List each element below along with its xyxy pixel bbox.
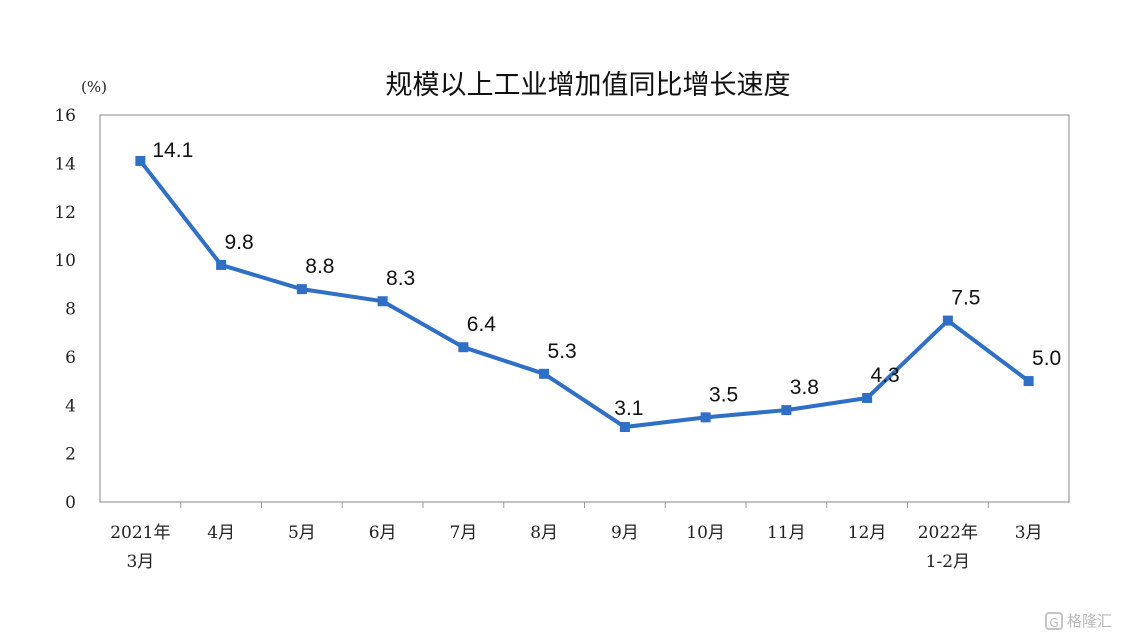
- data-point: [862, 392, 873, 403]
- x-tick-label: 5月: [288, 523, 316, 543]
- x-tick-label: 3月: [1015, 523, 1043, 543]
- data-label: 5.0: [1032, 347, 1061, 370]
- x-tick-label: 8月: [530, 523, 558, 543]
- watermark: G 格隆汇: [1044, 610, 1112, 631]
- data-label: 5.3: [548, 340, 577, 363]
- data-point: [539, 368, 550, 379]
- y-axis-ticks: 0 2 4 6 8 10 12 14 16: [54, 106, 76, 513]
- x-tick-label: 6月: [369, 523, 397, 543]
- x-tick-label: 2022年: [918, 523, 978, 543]
- y-tick-label: 8: [65, 300, 76, 320]
- x-tick-label: 7月: [449, 523, 477, 543]
- data-label: 3.1: [614, 397, 643, 420]
- data-label: 3.8: [790, 376, 819, 399]
- data-point: [135, 155, 146, 166]
- x-axis-ticks: 2021年 3月 4月 5月 6月 7月 8月 9月 10月 11月 12月 2022年 1-2月 3月: [110, 502, 1043, 572]
- data-label: 8.8: [305, 255, 334, 278]
- plot-area-frame: [99, 114, 1070, 503]
- x-tick-label: 2021年: [110, 523, 170, 543]
- data-point: [942, 315, 953, 326]
- data-label: 7.5: [951, 287, 980, 310]
- gelonghui-logo-icon: G: [1044, 611, 1063, 630]
- y-tick-label: 4: [65, 396, 76, 416]
- data-point: [1023, 376, 1034, 387]
- x-tick-label: 1-2月: [926, 552, 970, 572]
- data-label: 4.3: [871, 364, 900, 387]
- x-tick-label: 9月: [611, 523, 639, 543]
- data-label: 14.1: [152, 139, 193, 162]
- y-tick-label: 6: [65, 348, 76, 368]
- series-line: [138, 158, 1031, 430]
- watermark-text: 格隆汇: [1066, 612, 1112, 630]
- data-point: [216, 259, 227, 270]
- data-label: 9.8: [225, 231, 254, 254]
- series-group: [135, 155, 1034, 433]
- y-tick-label: 16: [54, 106, 76, 126]
- chart-title: 规模以上工业增加值同比增长速度: [386, 70, 791, 101]
- y-tick-label: 10: [54, 251, 76, 271]
- data-label: 8.3: [386, 267, 415, 290]
- y-tick-label: 2: [65, 445, 76, 465]
- y-tick-label: 0: [65, 493, 76, 513]
- y-axis-unit: (%): [81, 78, 107, 96]
- data-point: [619, 422, 630, 433]
- data-point: [458, 342, 469, 353]
- data-point: [296, 284, 307, 295]
- x-tick-label: 10月: [686, 523, 725, 543]
- x-tick-label: 3月: [126, 552, 154, 572]
- data-point: [377, 296, 388, 307]
- data-label: 6.4: [467, 313, 497, 336]
- data-point: [781, 405, 792, 416]
- data-point: [700, 412, 711, 423]
- x-tick-label: 12月: [848, 523, 887, 543]
- data-labels: 14.1 9.8 8.8 8.3 6.4 5.3 3.1 3.5 3.8 4.3 7.5 5.0: [152, 139, 1061, 420]
- x-tick-label: 11月: [767, 523, 806, 543]
- data-label: 3.5: [709, 383, 738, 406]
- x-tick-label: 4月: [207, 523, 235, 543]
- y-tick-label: 12: [54, 203, 76, 223]
- y-tick-label: 14: [54, 154, 76, 174]
